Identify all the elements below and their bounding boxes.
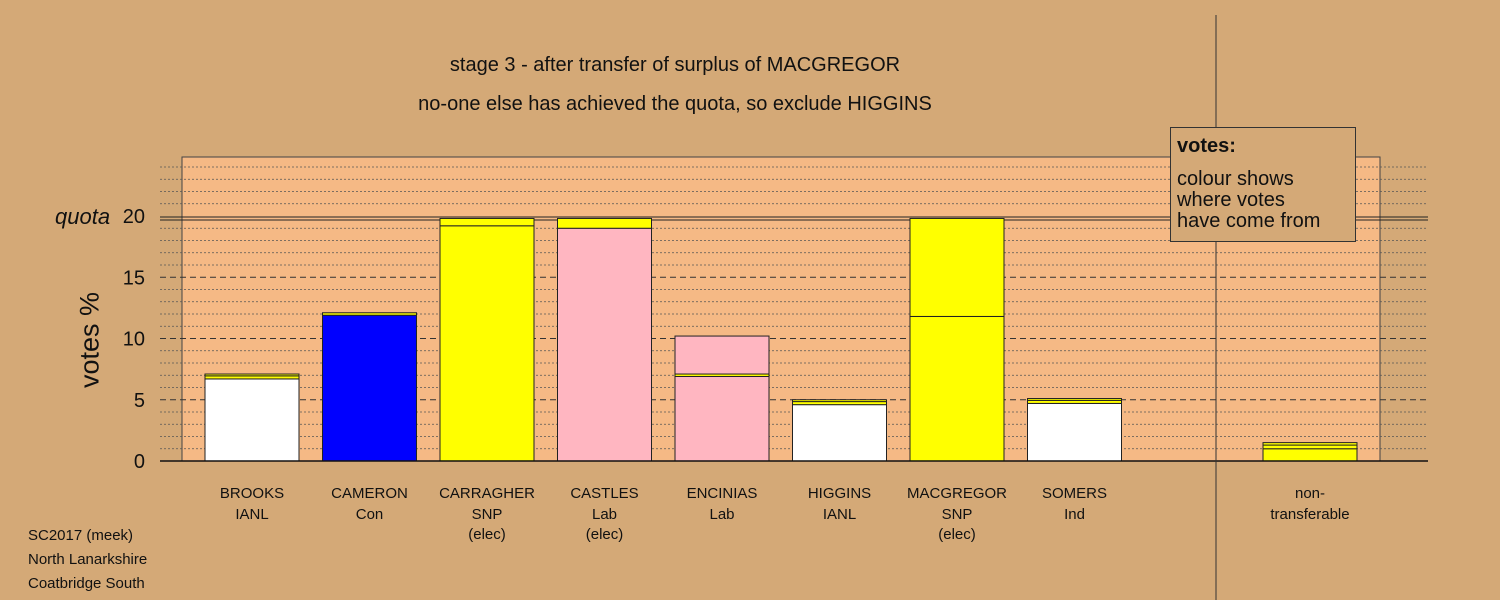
candidate-status-label: (elec)	[586, 526, 624, 543]
legend-box: votes: colour shows where votes have com…	[1170, 127, 1356, 242]
bar-segment	[792, 399, 887, 403]
quota-label: quota	[55, 204, 110, 229]
candidate-party-label: Con	[356, 506, 384, 523]
candidate-party-label: SNP	[472, 506, 503, 523]
bar-segment	[1027, 398, 1122, 401]
y-tick-label: 10	[123, 329, 145, 351]
candidate-name-label: HIGGINS	[808, 485, 871, 502]
bar-segment	[322, 312, 417, 316]
bar-segment	[204, 378, 300, 462]
bar-segment	[674, 335, 770, 375]
chart-title: stage 3 - after transfer of surplus of M…	[449, 54, 901, 76]
bar-segment	[557, 217, 652, 229]
candidate-name-label: MACGREGOR	[907, 485, 1007, 502]
candidate-status-label: (elec)	[468, 526, 506, 543]
candidate-name-label: CAMERON	[331, 485, 408, 502]
bar-segment	[909, 315, 1005, 462]
legend-title: votes:	[1177, 135, 1236, 157]
y-tick-label: 0	[134, 451, 145, 473]
bar-segment	[909, 217, 1005, 317]
legend-line: have come from	[1177, 210, 1321, 232]
candidate-party-label: Lab	[592, 506, 617, 523]
candidate-status-label: (elec)	[938, 526, 976, 543]
bar-segment	[557, 227, 652, 462]
candidate-name-label: ENCINIAS	[687, 485, 758, 502]
bar-segment	[322, 314, 417, 462]
bar-segment	[439, 217, 535, 227]
bar-segment	[439, 225, 535, 462]
bar-segment	[674, 375, 770, 462]
candidate-party-label: IANL	[235, 506, 268, 523]
y-tick-label: 20	[123, 206, 145, 228]
bar-segment	[1262, 444, 1358, 450]
bar-segment	[1262, 448, 1358, 462]
candidate-name-label: non-	[1295, 485, 1325, 502]
legend-line: colour shows	[1177, 168, 1294, 190]
candidate-party-label: SNP	[942, 506, 973, 523]
candidate-name-label: BROOKS	[220, 485, 284, 502]
candidate-party-label: Ind	[1064, 506, 1085, 523]
footer-election: SC2017 (meek)	[28, 527, 134, 544]
candidate-name-label: CASTLES	[570, 485, 638, 502]
footer-ward: Coatbridge South	[28, 575, 145, 592]
candidate-party-label: Lab	[709, 506, 734, 523]
candidate-name-label: CARRAGHER	[439, 485, 535, 502]
chart-subtitle: no-one else has achieved the quota, so e…	[418, 93, 932, 115]
bar-segment	[792, 404, 887, 462]
bar-segment	[1262, 442, 1358, 446]
bar-segment	[1027, 402, 1122, 462]
candidate-party-label: IANL	[823, 506, 856, 523]
y-tick-label: 15	[123, 267, 145, 289]
candidate-party-label: transferable	[1270, 506, 1349, 523]
y-tick-label: 5	[134, 390, 145, 412]
legend-line: where votes	[1177, 189, 1285, 211]
y-axis-label: votes %	[74, 291, 105, 389]
footer-council: North Lanarkshire	[28, 551, 148, 568]
candidate-name-label: SOMERS	[1042, 485, 1107, 502]
bar-segment	[204, 373, 300, 377]
